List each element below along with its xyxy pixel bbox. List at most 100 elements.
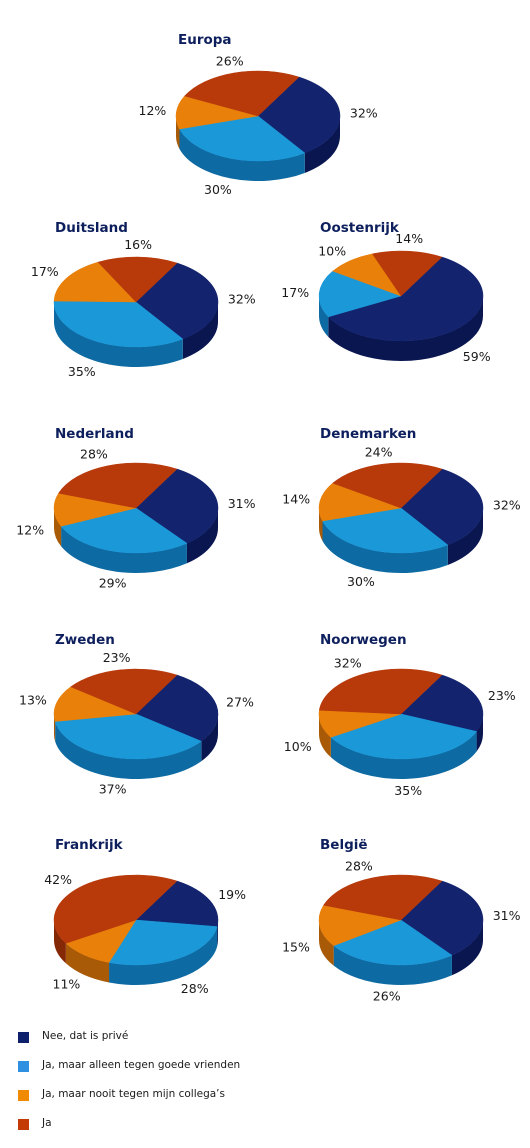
pie-title: Denemarken (320, 426, 416, 442)
legend-item-nee: Nee, dat is privé (18, 1028, 498, 1057)
pie-side-1 (322, 521, 448, 574)
pie-slice-3 (58, 462, 178, 509)
pie-slice-3 (371, 250, 443, 297)
pie-slice-0 (135, 468, 219, 544)
pie-slice-3 (184, 70, 300, 117)
pie-slice-0 (400, 880, 484, 956)
pie-slice-0 (135, 674, 219, 742)
pie-title: België (320, 837, 368, 853)
pie-slice-1 (322, 507, 449, 554)
pie-title: Nederland (55, 426, 134, 442)
pie-side-1 (54, 302, 183, 368)
pie-data-label: 15% (282, 940, 310, 955)
pie-side-walls (319, 508, 483, 574)
pie-data-label: 32% (334, 656, 362, 671)
pie-data-label: 28% (181, 981, 209, 996)
pie-side-3 (54, 920, 66, 964)
pie-side-0 (201, 714, 218, 762)
legend-item-goede-vrienden: Ja, maar alleen tegen goede vrienden (18, 1057, 498, 1086)
pie-chart-8: België 31% 26% 15% 28% (282, 837, 521, 1003)
pie-chart-3: Nederland 31% 29% 12% 28% (16, 426, 255, 590)
legend-label-collegas: Ja, maar nooit tegen mijn collega’s (42, 1088, 225, 1100)
pie-side-0 (186, 508, 218, 564)
pie-data-label: 23% (103, 650, 131, 665)
legend-swatch-collegas (18, 1090, 29, 1101)
pie-data-label: 30% (204, 182, 232, 197)
pie-side-walls (176, 116, 340, 182)
pie-slice-0 (327, 256, 484, 342)
pie-side-1 (109, 926, 218, 985)
pie-data-label: 35% (68, 364, 96, 379)
pie-slice-2 (318, 482, 402, 522)
pie-data-label: 10% (318, 243, 346, 258)
pie-chart-2: Oostenrijk 59% 17% 10% 14% (281, 220, 490, 364)
pie-data-label: 16% (124, 237, 152, 252)
legend-label-nee: Nee, dat is privé (42, 1030, 129, 1042)
chart-legend: Nee, dat is privé Ja, maar alleen tegen … (18, 1028, 498, 1144)
pie-slice-1 (108, 919, 218, 966)
pie-title: Frankrijk (55, 837, 124, 853)
pie-slice-1 (60, 507, 188, 554)
pie-title: Oostenrijk (320, 220, 400, 236)
pie-data-label: 14% (282, 492, 310, 507)
pie-chart-1: Duitsland 32% 35% 17% 16% (31, 220, 256, 379)
pie-data-label: 28% (80, 447, 108, 462)
pie-slice-2 (53, 492, 137, 527)
pie-slice-1 (333, 919, 453, 966)
pie-slice-3 (323, 874, 443, 921)
pie-slice-3 (53, 874, 178, 944)
pie-data-label: 31% (228, 496, 256, 511)
pie-data-label: 26% (373, 988, 401, 1003)
pie-side-2 (319, 714, 331, 758)
pie-data-label: 24% (365, 445, 393, 460)
pie-data-label: 17% (281, 285, 309, 300)
pie-side-1 (179, 129, 305, 182)
pie-data-label: 11% (53, 976, 81, 991)
pie-data-label: 31% (493, 908, 521, 923)
pie-data-label: 26% (216, 53, 244, 68)
pie-side-walls (54, 302, 218, 368)
legend-swatch-ja (18, 1119, 29, 1130)
pie-data-label: 32% (228, 292, 256, 307)
pie-data-label: 23% (488, 688, 516, 703)
pie-data-label: 42% (44, 872, 72, 887)
legend-swatch-goede-vrienden (18, 1061, 29, 1072)
pie-slice-1 (318, 270, 402, 318)
legend-item-ja: Ja (18, 1115, 498, 1144)
pie-data-label: 32% (493, 498, 521, 513)
pie-side-1 (319, 296, 329, 337)
pie-data-label: 10% (284, 739, 312, 754)
pie-slice-0 (400, 468, 484, 546)
pie-data-label: 37% (99, 781, 127, 796)
pie-data-label: 12% (16, 522, 44, 537)
pie-data-label: 28% (345, 859, 373, 874)
pie-chart-7: Frankrijk 19% 28% 11% 42% (44, 837, 246, 996)
pie-slice-3 (332, 462, 443, 509)
pie-slice-2 (318, 904, 402, 946)
pie-title: Duitsland (55, 220, 128, 236)
pie-title: Zweden (55, 632, 115, 648)
pie-slice-0 (400, 674, 484, 732)
pie-side-walls (319, 296, 483, 361)
pie-side-1 (55, 721, 202, 779)
legend-swatch-nee (18, 1032, 29, 1043)
pie-slice-3 (70, 668, 178, 715)
pie-data-label: 17% (31, 264, 59, 279)
pie-title: Noorwegen (320, 632, 407, 648)
pie-side-0 (328, 296, 483, 361)
pie-data-label: 35% (394, 783, 422, 798)
pie-slice-2 (175, 95, 259, 130)
pie-slice-2 (53, 686, 137, 722)
legend-label-goede-vrienden: Ja, maar alleen tegen goede vrienden (42, 1059, 241, 1071)
pie-data-label: 14% (395, 231, 423, 246)
pie-side-2 (65, 943, 110, 983)
pie-side-2 (319, 508, 323, 542)
legend-item-collegas: Ja, maar nooit tegen mijn collega’s (18, 1086, 498, 1115)
pie-slice-0 (135, 880, 219, 927)
pie-slice-0 (135, 262, 219, 340)
pie-slice-2 (53, 261, 137, 303)
pie-slice-3 (318, 668, 443, 715)
pie-slice-3 (97, 256, 178, 303)
pie-side-1 (61, 526, 187, 574)
